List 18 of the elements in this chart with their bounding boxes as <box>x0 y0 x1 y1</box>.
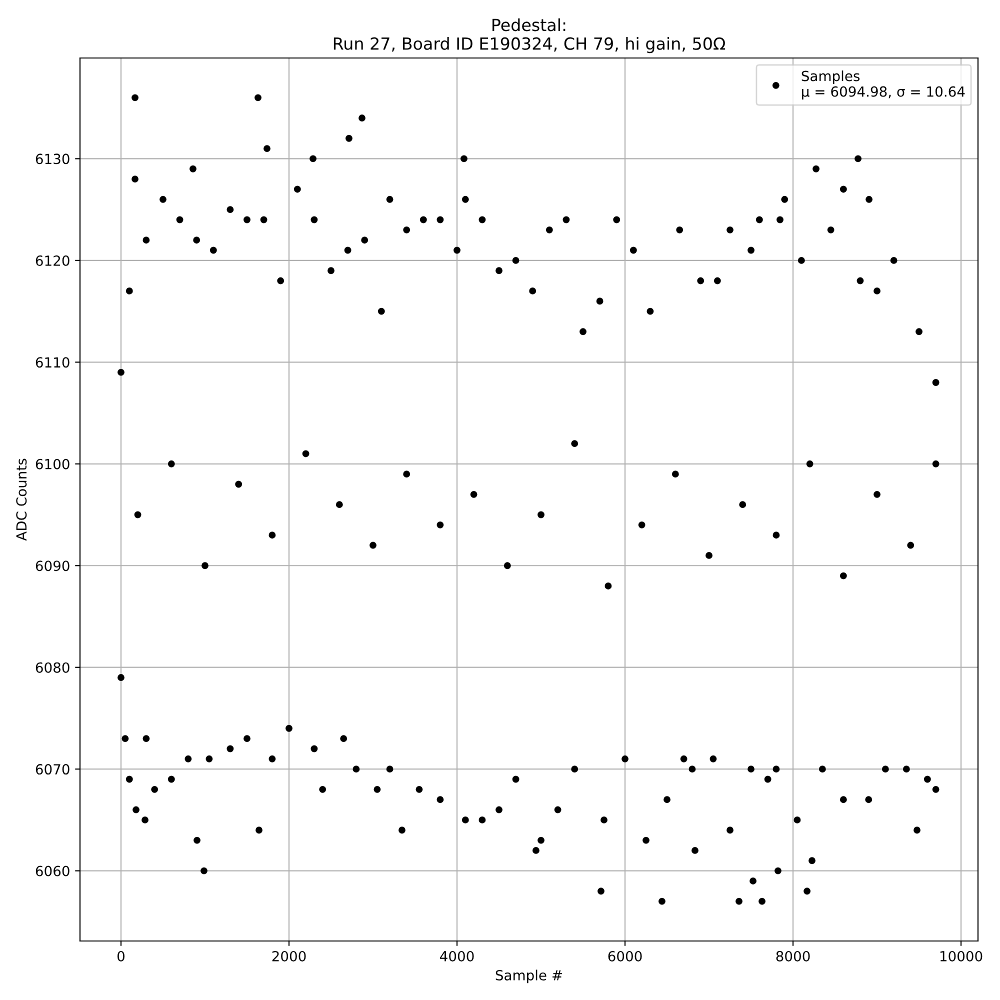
x-tick-label: 0 <box>117 950 124 962</box>
x-tick-label: 2000 <box>272 950 306 962</box>
y-tick-label: 6130 <box>36 154 70 164</box>
y-tick-label: 6100 <box>36 458 70 470</box>
y-tick-label: 6090 <box>36 560 70 572</box>
x-tick-label: 4000 <box>440 950 474 962</box>
x-tick-label: 6000 <box>608 950 642 962</box>
legend-label: Samples μ = 6094.98, σ = 10.64 <box>802 70 965 100</box>
y-tick-label: 6110 <box>36 357 70 368</box>
x-tick-label: 8000 <box>776 950 810 962</box>
y-tick-label: 6080 <box>36 662 70 673</box>
y-tick-label: 6120 <box>36 255 70 266</box>
x-tick-label: 10000 <box>940 950 982 962</box>
y-axis-title: ADC Counts <box>16 458 27 541</box>
x-axis-title: Sample # <box>496 970 562 984</box>
chart-title: Pedestal: Run 27, Board ID E190324, CH 79, hi gain, 50Ω <box>334 18 726 54</box>
y-tick-label: 6060 <box>36 866 70 876</box>
y-tick-label: 6070 <box>36 764 70 775</box>
